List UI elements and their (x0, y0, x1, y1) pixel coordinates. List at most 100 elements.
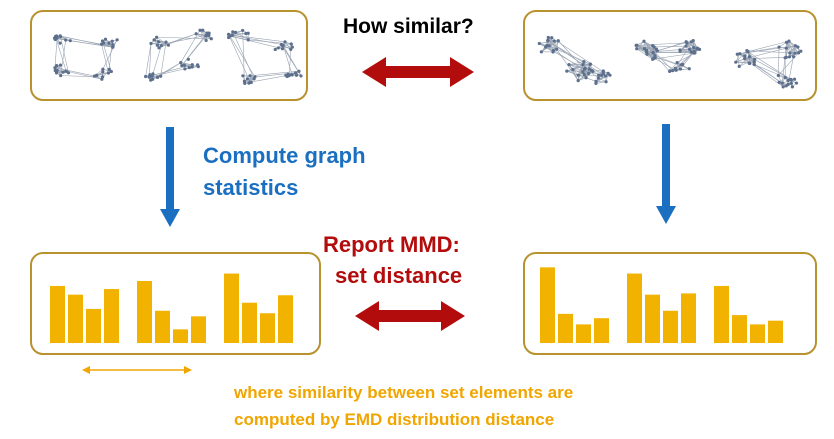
graph-edge (102, 40, 112, 72)
graph-edge (56, 65, 67, 72)
graph-node (654, 47, 659, 51)
right-graph-panel (523, 10, 817, 101)
graph-node (565, 69, 569, 73)
graph-node (166, 43, 171, 47)
graph-node (696, 46, 700, 50)
graph-edge (232, 35, 286, 43)
graph-node (157, 46, 161, 50)
graph-edge (151, 45, 162, 77)
graph-node (55, 64, 59, 68)
right-graph-set (537, 35, 803, 89)
graph-node (248, 74, 252, 78)
graph-node (675, 60, 679, 65)
graph-node (95, 73, 99, 77)
graph-node (190, 65, 194, 69)
graph-node (752, 62, 756, 67)
graph-edge (680, 49, 690, 52)
graph-edge (160, 42, 167, 77)
graph-node (205, 31, 209, 35)
right-down-arrow (656, 124, 676, 224)
graph-node (242, 79, 246, 83)
histogram-bar (224, 273, 239, 343)
graph-node (201, 28, 205, 32)
graph-edge (102, 39, 118, 70)
histogram-bar (86, 308, 101, 343)
graph-edge (66, 70, 102, 80)
graph-node (241, 74, 245, 78)
graph-node (297, 69, 301, 73)
graph-node (107, 41, 111, 45)
graph-node (784, 40, 789, 44)
graph-node (576, 79, 580, 83)
graph-node (281, 43, 285, 48)
graph-node (687, 67, 691, 71)
graph-node (743, 57, 747, 61)
graph-node (546, 39, 550, 43)
graph-node (66, 71, 71, 75)
graph-node (64, 69, 68, 73)
histogram-bar (645, 294, 660, 343)
graph-node (776, 73, 780, 78)
graph-edge (788, 40, 799, 54)
graph-node (155, 75, 160, 80)
graph-node (58, 63, 63, 67)
graph-edge (195, 33, 207, 41)
histogram-bar (732, 315, 747, 343)
graph-node (784, 46, 788, 50)
graph-edge (675, 51, 695, 69)
histogram-bar (594, 318, 609, 343)
graph-node (684, 44, 688, 48)
graph-node (155, 35, 159, 39)
graph-node (684, 40, 688, 44)
graph-node (111, 44, 115, 48)
graph-node (689, 50, 693, 54)
graph-node (651, 57, 655, 61)
graph-node (688, 47, 692, 52)
graph-node (594, 81, 598, 86)
graph-node (780, 81, 784, 85)
graph-node (777, 80, 781, 84)
graph-node (793, 44, 798, 48)
graph-edge (180, 62, 193, 66)
graph-node (591, 69, 595, 73)
graph-node (53, 34, 58, 39)
graph-node (644, 50, 649, 54)
graph-node (790, 85, 794, 89)
graph-node (241, 28, 245, 33)
graph-edge (572, 69, 585, 75)
histogram-bar (104, 289, 119, 343)
bin-width-arrow (82, 366, 192, 374)
histogram-bar (155, 310, 170, 343)
histogram-bar (540, 267, 555, 343)
graph-node (144, 74, 148, 79)
graph-node (582, 67, 587, 71)
graph-node (209, 37, 213, 41)
graph-node (245, 77, 250, 81)
graph-node (587, 67, 592, 71)
graph-node (552, 39, 556, 43)
histogram-bar (627, 273, 642, 343)
graph-edge (228, 34, 251, 83)
graph-node (289, 47, 293, 51)
graph-node (671, 69, 675, 73)
graph-node (61, 70, 65, 74)
graph-edge (229, 35, 256, 78)
graph-node (252, 77, 256, 81)
histogram-bar (663, 310, 678, 343)
graph-node (190, 63, 194, 67)
graph-edge (595, 75, 606, 84)
graph-node (100, 77, 104, 81)
graph-node (691, 39, 695, 43)
graph-node (196, 63, 200, 67)
graph-edge (691, 40, 694, 53)
graph-edge (654, 45, 687, 48)
graph-node (674, 68, 678, 72)
graph-node (64, 38, 68, 42)
histogram-bar (50, 285, 65, 343)
graph-edge (55, 36, 67, 72)
graph-node (246, 38, 250, 42)
graph-node (149, 41, 153, 46)
graph-node (101, 67, 105, 71)
graph-node (692, 45, 696, 50)
graph-node (284, 73, 288, 77)
